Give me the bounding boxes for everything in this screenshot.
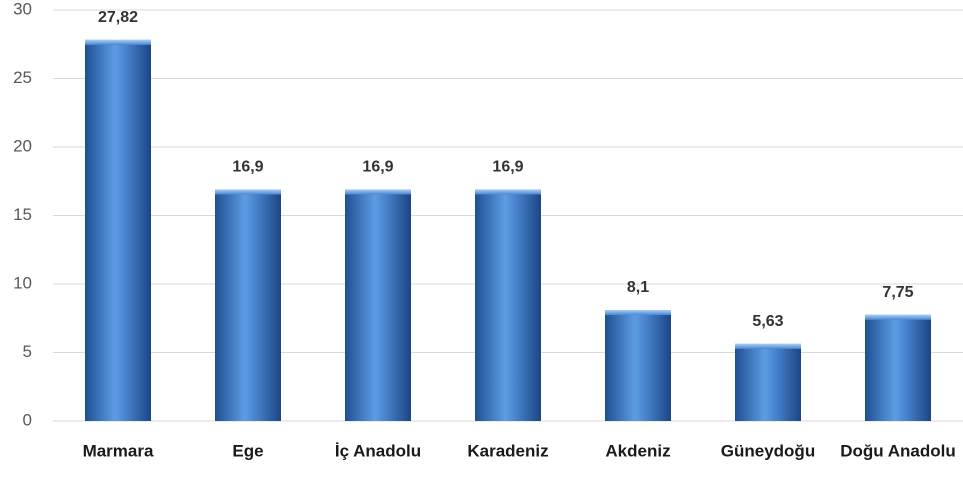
- value-label: 27,82: [98, 9, 138, 26]
- bar: [475, 189, 541, 421]
- x-tick-label: Ege: [232, 441, 263, 460]
- bar: [345, 189, 411, 421]
- bar: [605, 310, 671, 421]
- x-tick-label: Marmara: [83, 441, 154, 460]
- bar-cap: [865, 314, 931, 320]
- y-tick-label: 15: [13, 205, 32, 224]
- y-tick-label: 0: [23, 410, 32, 429]
- bar-group: [475, 189, 541, 421]
- bar-group: [85, 39, 151, 422]
- y-tick-label: 10: [13, 273, 32, 292]
- value-label: 8,1: [627, 279, 649, 296]
- x-tick-label: Doğu Anadolu: [840, 441, 956, 460]
- x-tick-label: Güneydoğu: [721, 441, 815, 460]
- bar: [865, 314, 931, 421]
- value-label: 5,63: [752, 313, 783, 330]
- bar-cap: [605, 310, 671, 316]
- y-tick-label: 5: [23, 342, 32, 361]
- bar-group: [215, 189, 281, 421]
- bar-group: [345, 189, 411, 421]
- value-label: 16,9: [362, 159, 393, 176]
- bar-cap: [475, 189, 541, 195]
- y-tick-label: 20: [13, 136, 32, 155]
- bar-group: [865, 314, 931, 421]
- bar-cap: [215, 189, 281, 195]
- bar-cap: [85, 39, 151, 45]
- x-tick-label: Karadeniz: [467, 441, 548, 460]
- bar-group: [735, 343, 801, 421]
- bar-group: [605, 310, 671, 421]
- bar: [215, 189, 281, 421]
- bar-cap: [345, 189, 411, 195]
- value-label: 16,9: [232, 159, 263, 176]
- x-tick-label: Akdeniz: [605, 441, 670, 460]
- value-label: 7,75: [882, 284, 913, 301]
- value-label: 16,9: [492, 159, 523, 176]
- y-tick-label: 25: [13, 68, 32, 87]
- bar: [85, 39, 151, 422]
- bar: [735, 343, 801, 421]
- x-tick-label: İç Anadolu: [335, 441, 421, 460]
- y-tick-label: 30: [13, 0, 32, 18]
- bar-cap: [735, 343, 801, 349]
